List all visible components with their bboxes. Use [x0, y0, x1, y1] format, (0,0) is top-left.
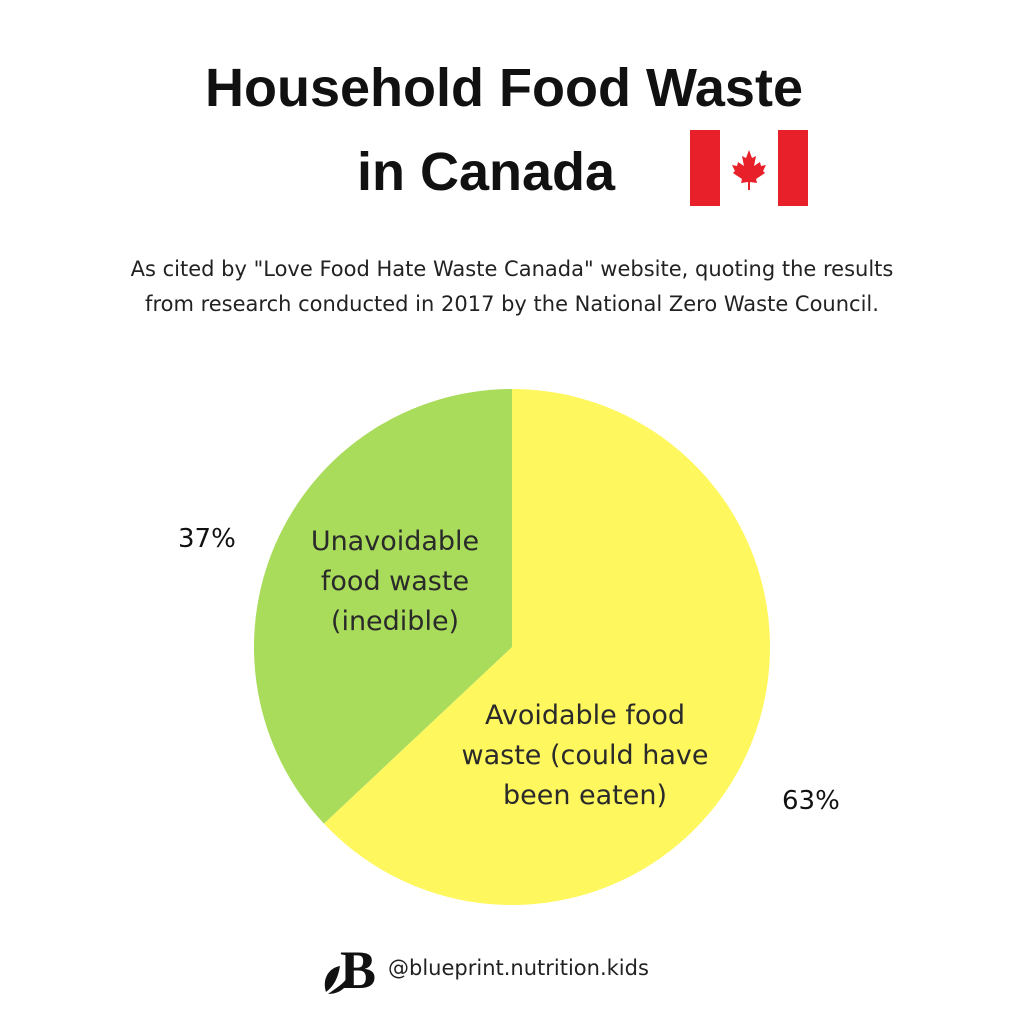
subtitle-line-2: from research conducted in 2017 by the N…: [145, 292, 879, 316]
percent-label-avoidable: 63%: [782, 786, 840, 816]
chart-title-line-1: Household Food Waste: [205, 58, 803, 118]
slice-label-avoidable-line-3: been eaten): [502, 780, 668, 811]
slice-label-avoidable-line-2: waste (could have: [461, 740, 709, 771]
slice-label-unavoidable-line-1: Unavoidable: [310, 526, 480, 557]
slice-label-unavoidable-line-2: food waste: [320, 566, 470, 597]
subtitle-line-1: As cited by "Love Food Hate Waste Canada…: [130, 257, 894, 281]
slice-label-unavoidable: Unavoidable food waste (inedible): [270, 522, 520, 642]
canada-flag-icon: [690, 130, 808, 206]
slice-label-unavoidable-line-3: (inedible): [330, 606, 460, 637]
social-handle: @blueprint.nutrition.kids: [388, 956, 649, 980]
slice-label-avoidable: Avoidable food waste (could have been ea…: [420, 696, 750, 816]
pie-slice-avoidable: [323, 389, 771, 905]
chart-title-line-2: in Canada: [357, 142, 616, 202]
slice-label-avoidable-line-1: Avoidable food: [484, 700, 686, 731]
pie-slice-unavoidable: [254, 389, 512, 824]
brand-logo-icon: B: [324, 940, 376, 998]
brand-logo-letter: B: [340, 940, 376, 998]
percent-label-unavoidable: 37%: [178, 524, 236, 554]
footer: B @blueprint.nutrition.kids: [318, 938, 649, 998]
